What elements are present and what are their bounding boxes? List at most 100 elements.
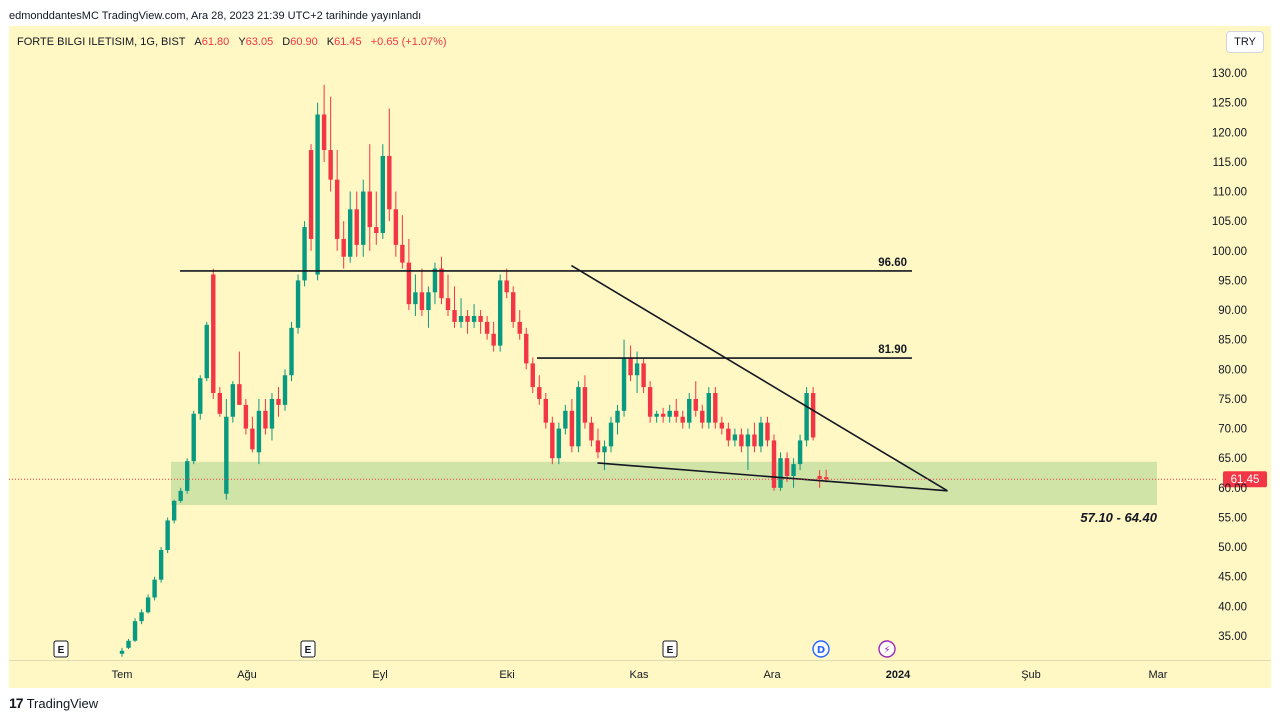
y-tick-label: 50.00 [1218,542,1247,554]
candle [269,393,275,441]
symbol-legend: FORTE BILGI ILETISIM, 1G, BIST A61.80 Y6… [17,36,447,48]
y-tick-label: 65.00 [1218,453,1247,465]
candle-body [660,413,666,417]
time-axis-background [9,660,1271,688]
candle [354,191,359,257]
candle [641,357,646,394]
candle-body [595,440,601,453]
candle-body [224,416,229,494]
event-marker: E [300,640,316,658]
currency-button[interactable]: TRY [1226,31,1264,53]
candle [211,268,216,399]
symbol-name: FORTE BILGI ILETISIM, 1G, BIST [17,36,186,48]
candle-body [178,490,183,501]
dividend-marker-circle [812,640,830,658]
candle [615,404,620,435]
candle-body [334,179,340,239]
candle [726,422,731,447]
tradingview-logo-icon: 17 [9,695,24,711]
candle [295,274,301,334]
candle [334,150,340,251]
candle-body [817,475,822,479]
candle [185,458,190,494]
candle [654,410,659,423]
candle-body [641,363,646,388]
candle-body [647,387,653,417]
candle-body [804,393,809,441]
earnings-marker-box [662,640,678,658]
candle-body [367,191,372,228]
low-value: 60.90 [290,36,318,48]
candle [348,191,353,263]
candle [406,238,412,311]
candle-body [765,422,770,441]
candle [732,428,738,447]
y-tick-label: 70.00 [1218,424,1247,436]
footer-brand: 17 TradingView [9,694,98,712]
open-label: A [194,36,202,48]
x-tick-label: 2024 [886,669,911,681]
candle [621,339,627,417]
candle-body [419,292,425,311]
candle-body [634,363,640,376]
candle [660,407,666,423]
candle-body [687,398,692,423]
y-tick-label: 120.00 [1212,127,1247,139]
candle [171,499,177,524]
candle [380,144,385,239]
candle-body [693,398,698,411]
candle [765,416,770,447]
candle-body [348,209,353,257]
candle-body [823,477,829,480]
candle-body [185,461,190,491]
candle-body [810,393,816,438]
close-label: K [326,36,335,48]
candle-body [171,500,177,521]
candle-body [387,155,392,210]
candle [517,310,522,340]
candle-body [152,579,157,598]
candle [276,387,281,417]
candle-body [726,428,731,441]
candle-body [778,458,783,488]
candle [608,416,614,453]
candle-body [256,410,262,453]
candle [387,108,392,222]
candle-body [491,333,496,346]
candle-body [458,315,464,322]
y-tick-label: 110.00 [1213,187,1247,199]
candle [497,274,503,352]
candle [524,327,529,370]
candle-body [237,384,242,405]
candle-body [667,410,672,417]
candle [550,416,555,465]
candle-body [211,274,216,394]
candle [217,387,222,417]
candle [706,387,711,429]
candle-body [250,428,255,450]
chart-frame[interactable]: 57.10 - 64.40 96.60 81.90 61.45 35.00 40.00… [9,26,1271,688]
candle-body [276,398,281,405]
candle-body [797,440,803,465]
x-tick-label: Ara [763,669,781,681]
y-tick-label: 130.00 [1212,68,1247,80]
candle [543,393,548,429]
candle-body [784,458,790,476]
candle-body [752,434,757,447]
candle [400,215,405,269]
candle [152,576,157,601]
candle-body [445,298,451,311]
candle [413,274,418,316]
candle-body [556,428,562,459]
candle-body [380,155,385,234]
candle-body [230,384,236,417]
candle-body [602,446,607,453]
candle [452,286,457,328]
candle-body [758,422,764,447]
candle-body [452,310,457,322]
candle-body [654,413,659,417]
candle-body [126,640,131,648]
candlestick-chart[interactable]: 57.10 - 64.40 96.60 81.90 61.45 35.00 40.00… [9,26,1271,688]
candle [250,416,255,453]
candle-body [315,114,320,275]
